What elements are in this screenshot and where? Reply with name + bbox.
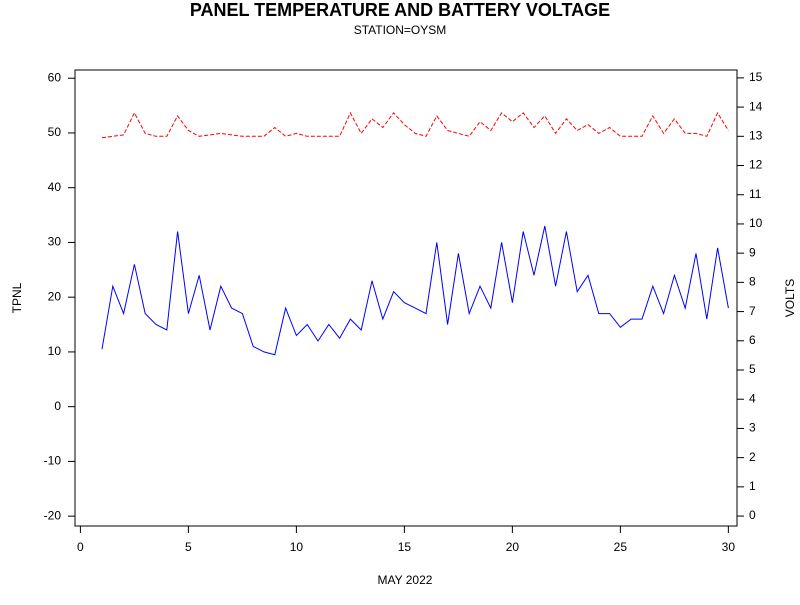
y-tick-label: 0 (54, 399, 61, 413)
y-tick-label: -10 (44, 454, 62, 468)
y2-tick-label: 10 (749, 216, 763, 230)
x-axis-label: MAY 2022 (378, 573, 433, 587)
y2-tick-label: 13 (749, 128, 763, 142)
y2-tick-label: 4 (749, 391, 756, 405)
y-tick-label: 10 (48, 344, 62, 358)
x-tick-label: 10 (290, 540, 304, 554)
y-tick-label: 50 (48, 125, 62, 139)
y2-tick-label: 12 (749, 158, 763, 172)
chart-subtitle: STATION=OYSM (354, 23, 447, 37)
y2-tick-label: 7 (749, 304, 756, 318)
y-tick-label: 20 (48, 289, 62, 303)
y2-axis-label: VOLTS (783, 279, 797, 317)
y2-tick-label: 0 (749, 508, 756, 522)
y2-tick-label: 8 (749, 275, 756, 289)
x-tick-label: 15 (398, 540, 412, 554)
y-tick-label: 30 (48, 235, 62, 249)
y2-tick-label: 6 (749, 333, 756, 347)
x-tick-label: 30 (722, 540, 736, 554)
y2-tick-label: 5 (749, 362, 756, 376)
x-tick-label: 25 (614, 540, 628, 554)
chart-title: PANEL TEMPERATURE AND BATTERY VOLTAGE (190, 0, 610, 20)
y2-tick-label: 9 (749, 245, 756, 259)
y-tick-label: 60 (48, 70, 62, 84)
y2-tick-label: 1 (749, 479, 756, 493)
data-line (101, 225, 729, 356)
y2-tick-label: 11 (749, 187, 762, 201)
y2-tick-label: 14 (749, 99, 763, 113)
y-tick-label: -20 (44, 508, 62, 522)
y-axis-label: TPNL (10, 282, 24, 313)
plot-frame (74, 69, 738, 527)
x-tick-label: 0 (77, 540, 84, 554)
data-line (101, 111, 729, 139)
x-tick-label: 20 (506, 540, 520, 554)
y2-tick-label: 15 (749, 70, 763, 84)
y2-tick-label: 2 (749, 450, 756, 464)
y-tick-label: 40 (48, 180, 62, 194)
x-tick-label: 5 (185, 540, 192, 554)
y2-tick-label: 3 (749, 421, 756, 435)
